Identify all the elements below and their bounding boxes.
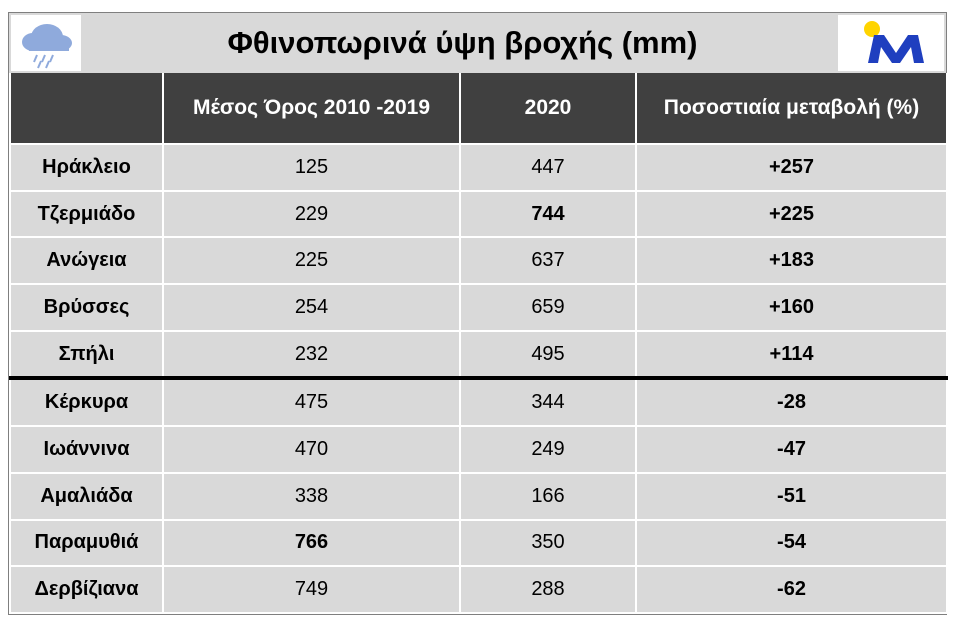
frame: Φθινοπωρινά ύψη βροχής (mm) Μέσος Όρος 2… xyxy=(8,12,948,615)
value-cell: +160 xyxy=(635,283,948,332)
header-row: Μέσος Όρος 2010 -2019 2020 Ποσοστιαία μετα… xyxy=(9,73,948,145)
value-cell: 225 xyxy=(162,236,461,286)
table-row: Τζερμιάδο 229 744 +225 xyxy=(9,189,948,239)
table-row: Ανώγεια 225 637 +183 xyxy=(9,236,948,286)
station-cell: Δερβίζιανα xyxy=(9,565,164,614)
table-row: Παραμυθιά 766 350 -54 xyxy=(9,518,948,568)
value-cell: -28 xyxy=(635,377,948,428)
value-cell: 447 xyxy=(459,143,637,192)
station-cell: Σπήλι xyxy=(9,329,164,381)
station-cell: Ανώγεια xyxy=(9,236,164,286)
value-cell: 249 xyxy=(459,425,637,474)
logo xyxy=(838,15,944,71)
station-cell: Αμαλιάδα xyxy=(9,471,164,521)
station-cell: Κέρκυρα xyxy=(9,377,164,428)
value-cell: 338 xyxy=(162,471,461,521)
value-cell: 232 xyxy=(162,329,461,381)
table-row: Δερβίζιανα 749 288 -62 xyxy=(9,565,948,614)
value-cell: 659 xyxy=(459,283,637,332)
logo-graphic xyxy=(864,21,924,63)
table-row: Αμαλιάδα 338 166 -51 xyxy=(9,471,948,521)
value-cell: +225 xyxy=(635,189,948,239)
value-cell: 125 xyxy=(162,143,461,192)
value-cell: 766 xyxy=(162,518,461,568)
value-cell: -62 xyxy=(635,565,948,614)
station-cell: Ηράκλειο xyxy=(9,143,164,192)
value-cell: 166 xyxy=(459,471,637,521)
table-row: Σπήλι 232 495 +114 xyxy=(9,329,948,381)
value-cell: 470 xyxy=(162,425,461,474)
value-cell: 344 xyxy=(459,377,637,428)
rainfall-table: Μέσος Όρος 2010 -2019 2020 Ποσοστιαία μετα… xyxy=(9,73,948,614)
station-cell: Τζερμιάδο xyxy=(9,189,164,239)
rain-icon xyxy=(11,15,81,71)
station-cell: Βρύσσες xyxy=(9,283,164,332)
station-cell: Παραμυθιά xyxy=(9,518,164,568)
column-header: 2020 xyxy=(459,73,637,145)
value-cell: 254 xyxy=(162,283,461,332)
table-row: Κέρκυρα 475 344 -28 xyxy=(9,377,948,428)
column-header: Μέσος Όρος 2010 -2019 xyxy=(162,73,461,145)
column-header: Ποσοστιαία μεταβολή (%) xyxy=(635,73,948,145)
value-cell: -51 xyxy=(635,471,948,521)
value-cell: 350 xyxy=(459,518,637,568)
title-bar: Φθινοπωρινά ύψη βροχής (mm) xyxy=(9,13,946,73)
table-row: Ιωάννινα 470 249 -47 xyxy=(9,425,948,474)
value-cell: -54 xyxy=(635,518,948,568)
value-cell: 288 xyxy=(459,565,637,614)
table-row: Ηράκλειο 125 447 +257 xyxy=(9,143,948,192)
value-cell: 637 xyxy=(459,236,637,286)
corner-cell xyxy=(9,73,164,145)
value-cell: 744 xyxy=(459,189,637,239)
rain-icon-graphic xyxy=(22,24,72,69)
value-cell: +114 xyxy=(635,329,948,381)
value-cell: 229 xyxy=(162,189,461,239)
value-cell: 495 xyxy=(459,329,637,381)
value-cell: 475 xyxy=(162,377,461,428)
value-cell: +257 xyxy=(635,143,948,192)
value-cell: 749 xyxy=(162,565,461,614)
value-cell: +183 xyxy=(635,236,948,286)
table-row: Βρύσσες 254 659 +160 xyxy=(9,283,948,332)
title: Φθινοπωρινά ύψη βροχής (mm) xyxy=(227,25,698,60)
value-cell: -47 xyxy=(635,425,948,474)
station-cell: Ιωάννινα xyxy=(9,425,164,474)
